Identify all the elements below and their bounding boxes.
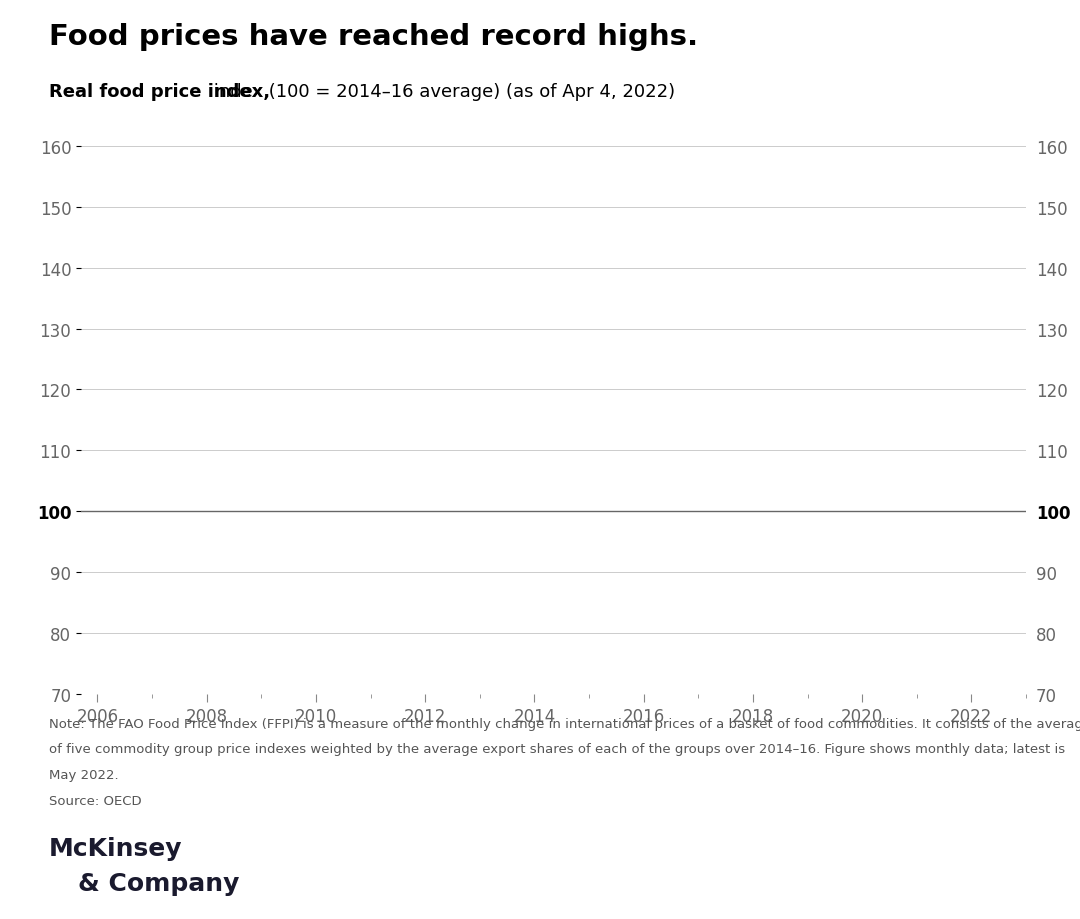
Text: Note: The FAO Food Price Index (FFPI) is a measure of the monthly change in inte: Note: The FAO Food Price Index (FFPI) is… bbox=[49, 717, 1080, 730]
Text: McKinsey: McKinsey bbox=[49, 836, 183, 860]
Text: index (100 = 2014–16 average) (as of Apr 4, 2022): index (100 = 2014–16 average) (as of Apr… bbox=[208, 83, 676, 101]
Text: May 2022.: May 2022. bbox=[49, 768, 118, 781]
Text: & Company: & Company bbox=[78, 871, 239, 895]
Text: Food prices have reached record highs.: Food prices have reached record highs. bbox=[49, 23, 698, 51]
Text: Real food price index,: Real food price index, bbox=[49, 83, 270, 101]
Text: Source: OECD: Source: OECD bbox=[49, 794, 141, 807]
Text: of five commodity group price indexes weighted by the average export shares of e: of five commodity group price indexes we… bbox=[49, 743, 1065, 755]
